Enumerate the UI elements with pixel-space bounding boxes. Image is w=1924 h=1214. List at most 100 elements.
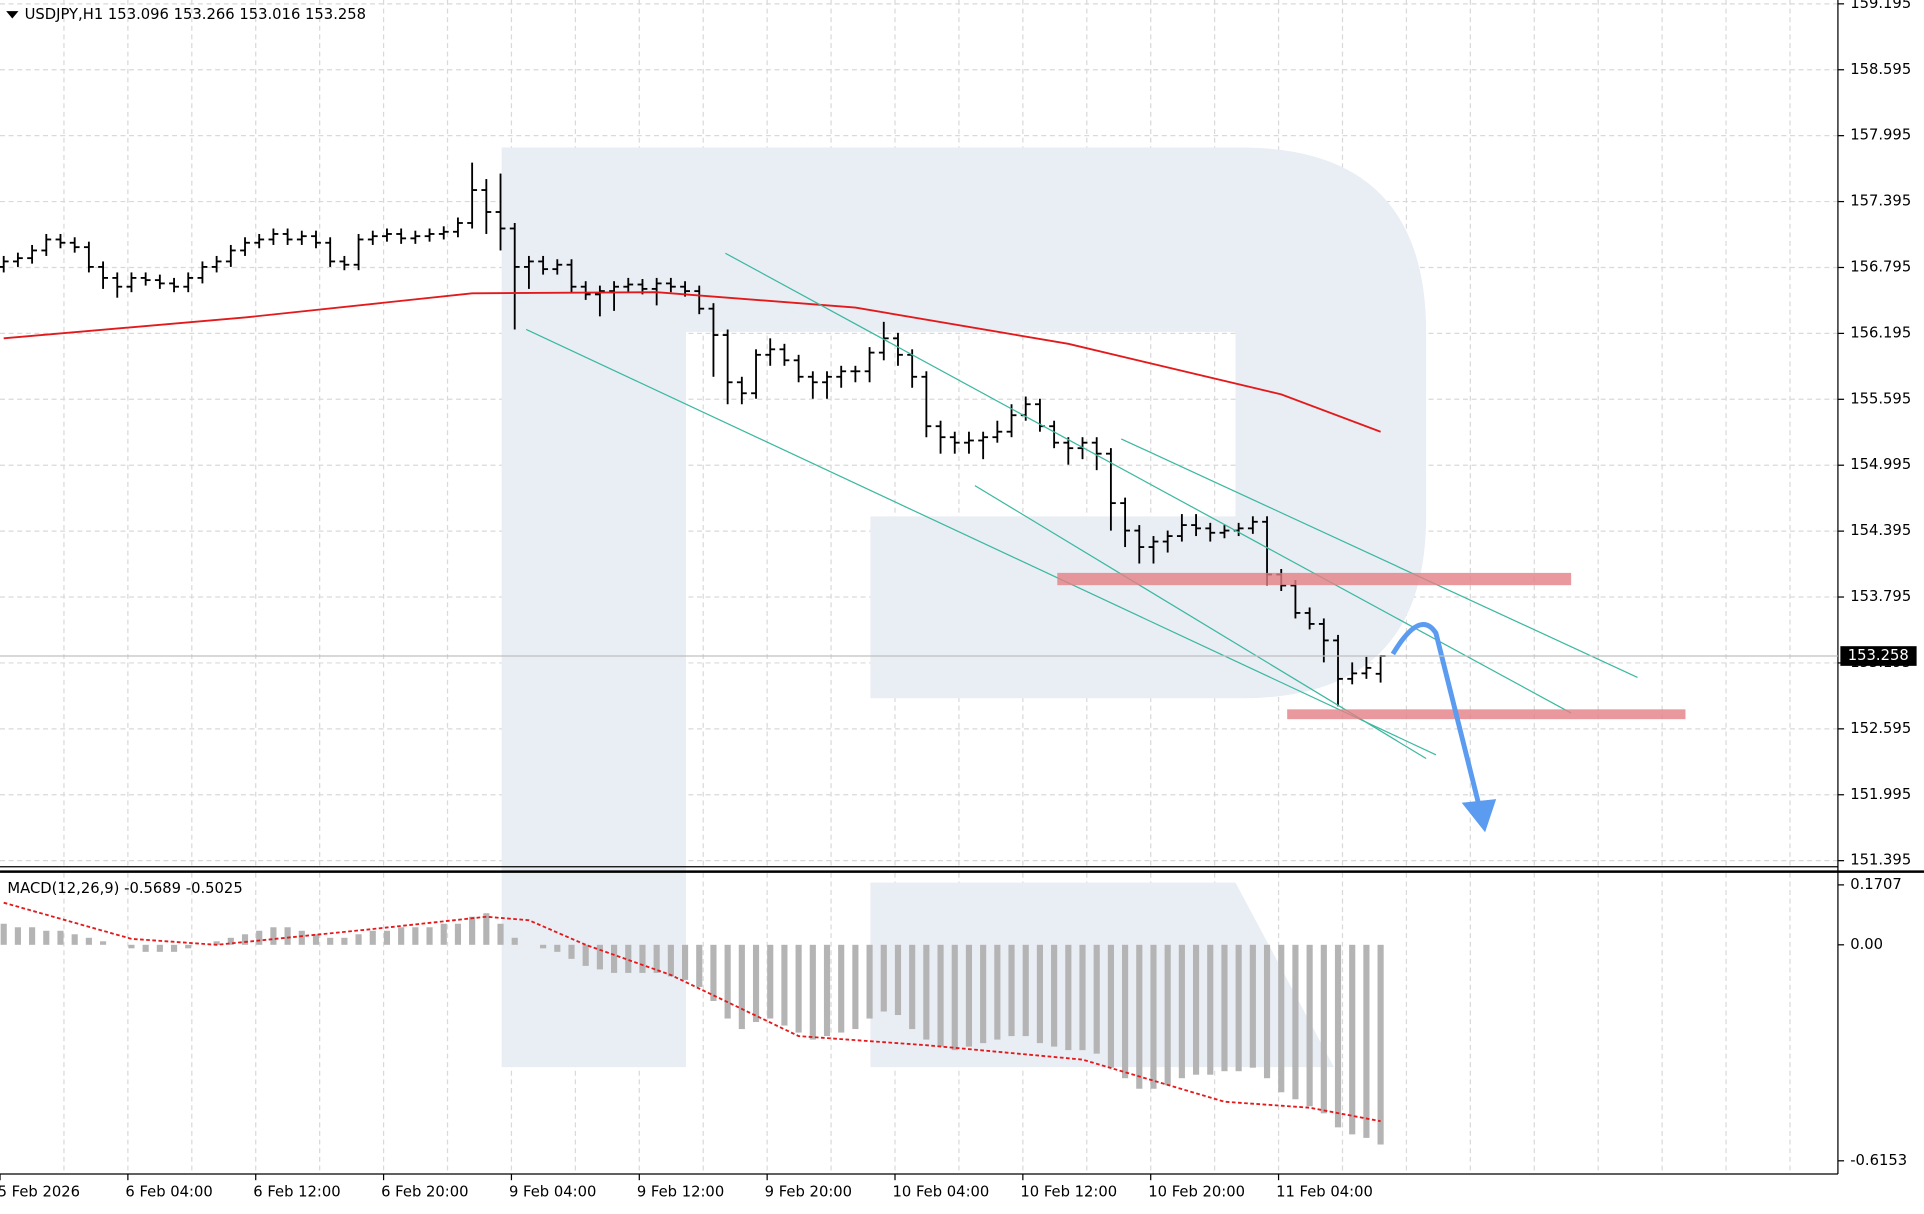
indicator-value: -0.5689 [124, 880, 181, 897]
drawings [525, 252, 1686, 833]
histogram-bar [1107, 944, 1114, 1068]
histogram-bar [852, 944, 859, 1030]
histogram-bar [1306, 944, 1313, 1107]
histogram-bar [383, 930, 391, 945]
histogram-bar [1292, 944, 1299, 1100]
plot [0, 162, 1386, 1145]
histogram-bar [1178, 944, 1185, 1079]
histogram-bar [1278, 944, 1285, 1093]
histogram-bar [0, 923, 7, 945]
y-tick-label: 159.195 [1850, 0, 1911, 12]
histogram-bar [866, 944, 873, 1019]
histogram-bar [752, 944, 760, 1023]
indicator-value: -0.5025 [186, 880, 243, 897]
histogram-bar [795, 944, 802, 1033]
histogram-bar [426, 927, 433, 945]
header-value: 153.096 [108, 6, 169, 23]
histogram-bar [554, 944, 561, 952]
histogram-bar [880, 944, 887, 1012]
histogram-bar [185, 944, 192, 949]
histogram-bar [1093, 944, 1100, 1054]
histogram-bar [625, 944, 632, 973]
macd-header: MACD(12,26,9) -0.5689 -0.5025 [7, 880, 242, 897]
histogram-bar [454, 923, 462, 945]
current-price-box [1840, 646, 1917, 666]
histogram-bar [1235, 944, 1242, 1072]
histogram-bar [256, 930, 263, 945]
histogram-bar [483, 913, 490, 945]
histogram-bar [497, 923, 504, 945]
header-value: 153.266 [174, 6, 235, 23]
histogram-bar [29, 927, 36, 945]
y-tick-label: 153.795 [1850, 588, 1911, 605]
histogram-bar [611, 944, 618, 973]
histogram-bar [1221, 944, 1228, 1072]
x-tick-label: 9 Feb 20:00 [765, 1183, 852, 1200]
histogram-bar [823, 944, 831, 1037]
histogram-bar [85, 937, 92, 945]
histogram-bar [57, 930, 64, 945]
y-tick-label: 152.595 [1850, 720, 1911, 737]
histogram-bar [951, 944, 958, 1051]
trend-line [1120, 438, 1638, 678]
x-tick-label: 6 Feb 04:00 [125, 1183, 212, 1200]
histogram-bar [1363, 944, 1370, 1138]
y-tick-label: 156.795 [1850, 258, 1911, 275]
histogram-bar [980, 944, 987, 1044]
histogram-bar [511, 937, 518, 945]
x-tick-label: 9 Feb 12:00 [637, 1183, 724, 1200]
histogram-bar [894, 944, 902, 1016]
histogram-bar [582, 944, 589, 966]
header-value: 153.016 [239, 6, 300, 23]
histogram-bar [909, 944, 916, 1030]
y-tick-label: 151.995 [1850, 786, 1911, 803]
histogram-bar [1008, 944, 1015, 1037]
y-tick-label: 154.395 [1850, 522, 1911, 539]
histogram-bar [923, 944, 930, 1040]
histogram-bar [1136, 944, 1143, 1089]
histogram-bar [653, 944, 660, 973]
histogram-bar [1207, 944, 1214, 1075]
x-tick-label: 5 Feb 2026 [0, 1183, 80, 1200]
symbol-header: USDJPY,H1 153.096 153.266 153.016 153.25… [25, 6, 366, 23]
x-tick-label: 10 Feb 12:00 [1020, 1183, 1117, 1200]
indicator-name: MACD(12,26,9) [7, 880, 119, 897]
histogram-bar [738, 944, 745, 1030]
histogram-bar [596, 944, 603, 970]
histogram-bar [1377, 944, 1384, 1145]
x-tick-label: 6 Feb 12:00 [253, 1183, 340, 1200]
histogram-bar [469, 916, 476, 945]
histogram-bar [937, 944, 944, 1047]
histogram-bar [1065, 944, 1072, 1051]
histogram-bar [298, 930, 305, 945]
symbol: USDJPY,H1 [25, 6, 104, 23]
line [3, 291, 1381, 433]
y-tick-label: 155.595 [1850, 390, 1911, 407]
forecast-arrow [1390, 622, 1482, 806]
watermark [501, 147, 1427, 1068]
histogram-bar [128, 944, 135, 949]
histogram-bar [1051, 944, 1058, 1047]
histogram-bar [1022, 944, 1029, 1037]
x-tick-label: 11 Feb 04:00 [1276, 1183, 1373, 1200]
histogram-bar [14, 927, 21, 945]
histogram-bar [227, 937, 234, 945]
histogram-bar [1334, 944, 1342, 1128]
histogram-bar [681, 944, 689, 980]
x-tick-label: 6 Feb 20:00 [381, 1183, 468, 1200]
histogram-bar [781, 944, 788, 1026]
histogram-bar [696, 944, 703, 987]
histogram-bar [809, 944, 816, 1040]
y2-tick-label: 0.00 [1850, 936, 1883, 953]
histogram-bar [270, 927, 277, 945]
support-zone [1287, 709, 1686, 720]
histogram-bar [1079, 944, 1086, 1051]
y-tick-label: 157.395 [1850, 193, 1911, 210]
y-tick-label: 157.995 [1850, 127, 1911, 144]
histogram-bar [241, 934, 249, 945]
y-tick-label: 154.995 [1850, 456, 1911, 473]
histogram-bar [1122, 944, 1129, 1079]
histogram-bar [965, 944, 973, 1047]
